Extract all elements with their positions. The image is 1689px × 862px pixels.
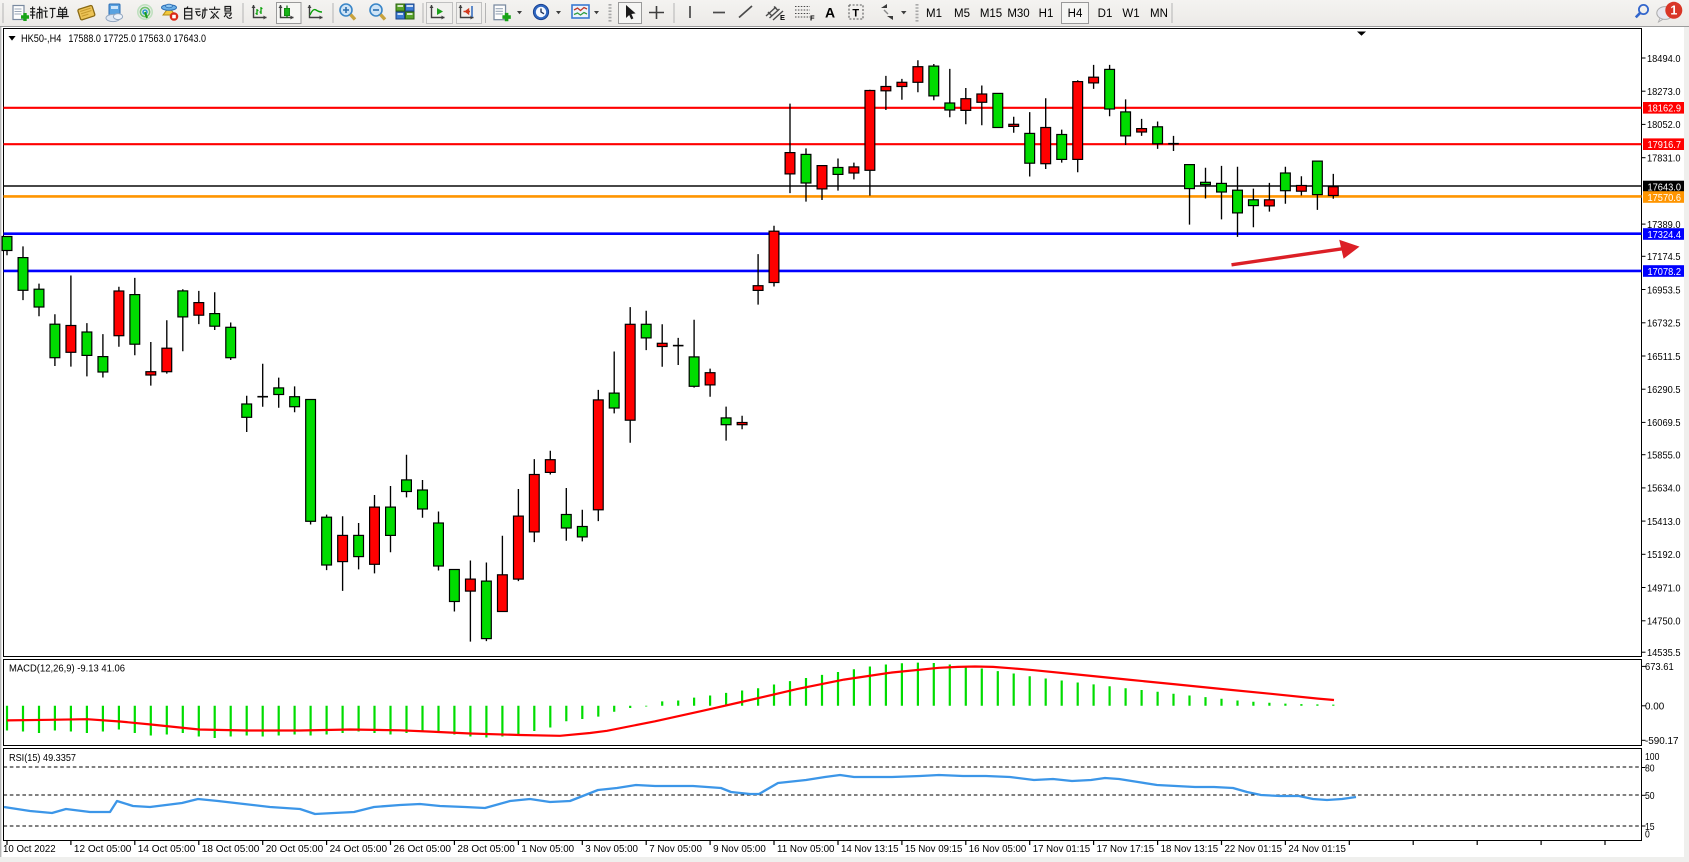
svg-text:24 Oct 05:00: 24 Oct 05:00 — [330, 843, 388, 855]
svg-text:F: F — [810, 14, 815, 23]
svg-text:17324.4: 17324.4 — [1648, 229, 1682, 241]
svg-text:28 Oct 05:00: 28 Oct 05:00 — [457, 843, 515, 855]
svg-text:W1: W1 — [1122, 8, 1139, 20]
svg-text:18494.0: 18494.0 — [1647, 53, 1681, 65]
svg-text:MN: MN — [1150, 8, 1168, 20]
svg-text:17 Nov 17:15: 17 Nov 17:15 — [1097, 843, 1155, 855]
svg-text:18052.0: 18052.0 — [1647, 119, 1681, 131]
svg-text:26 Oct 05:00: 26 Oct 05:00 — [394, 843, 452, 855]
svg-text:16290.5: 16290.5 — [1647, 384, 1681, 396]
svg-text:0.00: 0.00 — [1645, 701, 1664, 713]
svg-text:14750.0: 14750.0 — [1647, 616, 1681, 628]
svg-text:A: A — [825, 5, 835, 21]
svg-text:M30: M30 — [1007, 8, 1029, 20]
svg-text:18 Oct 05:00: 18 Oct 05:00 — [202, 843, 260, 855]
svg-text:D1: D1 — [1098, 8, 1113, 20]
svg-text:15 Nov 09:15: 15 Nov 09:15 — [905, 843, 963, 855]
svg-text:18162.9: 18162.9 — [1648, 103, 1682, 115]
svg-text:14 Oct 05:00: 14 Oct 05:00 — [138, 843, 196, 855]
svg-text:24 Nov 01:15: 24 Nov 01:15 — [1288, 843, 1346, 855]
svg-text:MACD(12,26,9) -9.13 41.06: MACD(12,26,9) -9.13 41.06 — [9, 663, 125, 675]
svg-text:11 Nov 05:00: 11 Nov 05:00 — [777, 843, 835, 855]
svg-text:17643.0: 17643.0 — [1648, 181, 1682, 193]
svg-text:E: E — [780, 13, 785, 22]
svg-text:15634.0: 15634.0 — [1647, 483, 1681, 495]
svg-text:16069.5: 16069.5 — [1647, 417, 1681, 429]
svg-text:17831.0: 17831.0 — [1647, 153, 1681, 165]
svg-text:14535.5: 14535.5 — [1647, 647, 1681, 659]
svg-text:0: 0 — [1645, 829, 1650, 841]
svg-text:-590.17: -590.17 — [1645, 735, 1679, 747]
svg-text:50: 50 — [1645, 790, 1655, 802]
svg-text:M5: M5 — [954, 8, 970, 20]
svg-text:20 Oct 05:00: 20 Oct 05:00 — [266, 843, 324, 855]
svg-text:3 Nov 05:00: 3 Nov 05:00 — [585, 843, 638, 855]
svg-text:15855.0: 15855.0 — [1647, 450, 1681, 462]
svg-text:17 Nov 01:15: 17 Nov 01:15 — [1033, 843, 1091, 855]
svg-text:1: 1 — [1670, 4, 1677, 18]
svg-text:RSI(15) 49.3357: RSI(15) 49.3357 — [9, 752, 76, 764]
svg-text:12 Oct 05:00: 12 Oct 05:00 — [74, 843, 132, 855]
svg-text:100: 100 — [1645, 751, 1660, 763]
svg-text:15413.0: 15413.0 — [1647, 516, 1681, 528]
svg-text:HK50-,H4: HK50-,H4 — [21, 33, 61, 45]
svg-text:16511.5: 16511.5 — [1647, 351, 1681, 363]
svg-text:17588.0 17725.0 17563.0 17643.: 17588.0 17725.0 17563.0 17643.0 — [68, 33, 206, 45]
svg-text:10 Oct 2022: 10 Oct 2022 — [3, 843, 56, 855]
svg-text:M15: M15 — [980, 8, 1002, 20]
svg-text:17389.0: 17389.0 — [1647, 219, 1681, 231]
svg-text:T: T — [852, 8, 859, 20]
svg-text:M1: M1 — [926, 8, 942, 20]
svg-text:H4: H4 — [1068, 8, 1083, 20]
svg-text:17174.5: 17174.5 — [1647, 251, 1681, 263]
svg-text:17570.6: 17570.6 — [1648, 192, 1682, 204]
svg-text:18 Nov 13:15: 18 Nov 13:15 — [1161, 843, 1219, 855]
svg-text:14 Nov 13:15: 14 Nov 13:15 — [841, 843, 899, 855]
svg-text:18273.0: 18273.0 — [1647, 86, 1681, 98]
svg-text:22 Nov 01:15: 22 Nov 01:15 — [1225, 843, 1283, 855]
svg-text:17916.7: 17916.7 — [1648, 139, 1682, 151]
svg-text:1 Nov 05:00: 1 Nov 05:00 — [521, 843, 574, 855]
svg-text:17078.2: 17078.2 — [1648, 266, 1682, 278]
svg-text:16 Nov 05:00: 16 Nov 05:00 — [969, 843, 1027, 855]
svg-text:673.61: 673.61 — [1645, 661, 1674, 673]
svg-text:15192.0: 15192.0 — [1647, 549, 1681, 561]
svg-text:16953.5: 16953.5 — [1647, 284, 1681, 296]
svg-text:15: 15 — [1645, 821, 1655, 833]
svg-text:16732.5: 16732.5 — [1647, 318, 1681, 330]
svg-text:14971.0: 14971.0 — [1647, 582, 1681, 594]
svg-text:H1: H1 — [1039, 8, 1054, 20]
svg-text:9 Nov 05:00: 9 Nov 05:00 — [713, 843, 766, 855]
svg-text:80: 80 — [1645, 762, 1655, 774]
svg-text:7 Nov 05:00: 7 Nov 05:00 — [649, 843, 702, 855]
